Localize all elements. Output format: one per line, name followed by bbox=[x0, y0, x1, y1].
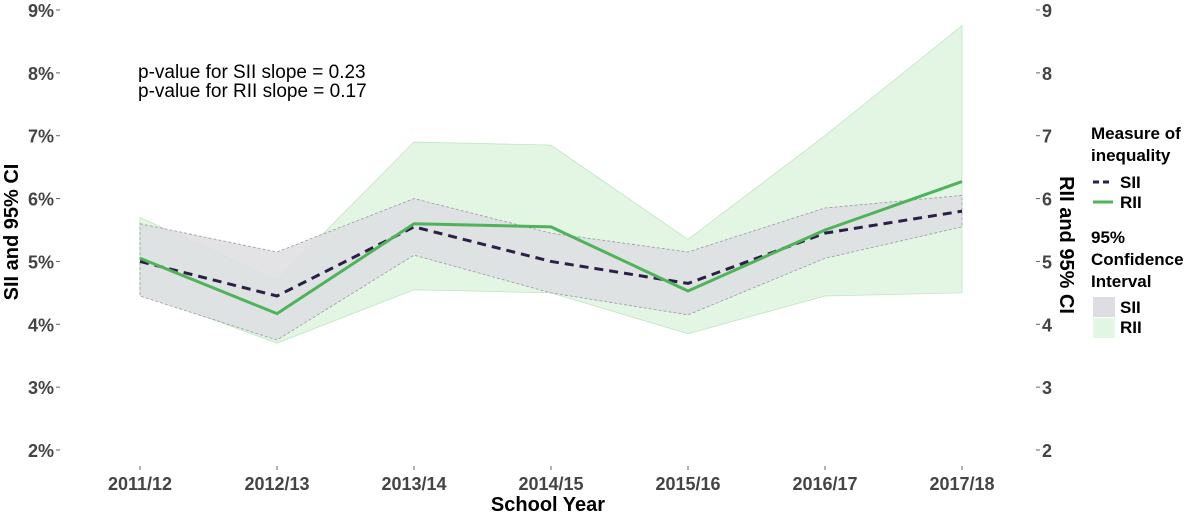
legend-sii-ci-label: SII bbox=[1120, 298, 1141, 317]
ci-band-sii bbox=[139, 194, 963, 341]
right-tick-label: 6 bbox=[1042, 190, 1052, 210]
left-tick-label: 3% bbox=[28, 378, 54, 398]
left-tick-label: 6% bbox=[28, 190, 54, 210]
left-tick-label: 8% bbox=[28, 64, 54, 84]
left-tick-label: 5% bbox=[28, 252, 54, 272]
legend: Measure of inequality SII RII 95% Confid… bbox=[1091, 124, 1184, 338]
legend-line-title-line2: inequality bbox=[1091, 146, 1171, 165]
legend-ci-title-line3: Interval bbox=[1091, 272, 1151, 291]
legend-sii-line-label: SII bbox=[1120, 173, 1141, 192]
legend-rii-ci-label: RII bbox=[1120, 318, 1142, 337]
series-line-rii bbox=[139, 180, 963, 316]
left-tick-label: 7% bbox=[28, 127, 54, 147]
right-tick-label: 8 bbox=[1042, 64, 1052, 84]
x-axis-title: School Year bbox=[491, 494, 605, 514]
left-tick-label: 9% bbox=[28, 1, 54, 21]
confidence-bands bbox=[139, 24, 963, 344]
x-tick-label: 2012/13 bbox=[244, 474, 309, 494]
right-axis-title: RII and 95% CI bbox=[1055, 176, 1077, 314]
left-tick-label: 2% bbox=[28, 441, 54, 461]
left-axis: 2% 3% 4% 5% 6% 7% 8% 9% bbox=[28, 1, 60, 461]
legend-sii-ci-swatch bbox=[1093, 297, 1115, 317]
right-tick-label: 5 bbox=[1042, 252, 1052, 272]
right-tick-label: 9 bbox=[1042, 1, 1052, 21]
series-line-sii bbox=[139, 209, 963, 298]
x-tick-label: 2016/17 bbox=[792, 474, 857, 494]
legend-ci-title-line1: 95% bbox=[1091, 228, 1125, 247]
series-lines bbox=[139, 180, 963, 316]
x-tick-label: 2017/18 bbox=[929, 474, 994, 494]
legend-line-title-line1: Measure of bbox=[1091, 124, 1181, 143]
legend-rii-line-label: RII bbox=[1120, 193, 1142, 212]
right-tick-label: 2 bbox=[1042, 441, 1052, 461]
legend-ci-title-line2: Confidence bbox=[1091, 250, 1184, 269]
right-tick-label: 3 bbox=[1042, 378, 1052, 398]
left-axis-title: SII and 95% CI bbox=[1, 164, 23, 301]
x-tick-label: 2015/16 bbox=[655, 474, 720, 494]
sii-pvalue-annotation: p-value for SII slope = 0.23 bbox=[138, 62, 366, 83]
legend-rii-ci-swatch bbox=[1093, 318, 1115, 338]
x-tick-label: 2014/15 bbox=[518, 474, 583, 494]
right-axis: 2 3 4 5 6 7 8 9 bbox=[1036, 1, 1052, 461]
left-tick-label: 4% bbox=[28, 315, 54, 335]
right-tick-label: 7 bbox=[1042, 127, 1052, 147]
x-tick-label: 2011/12 bbox=[108, 474, 172, 494]
right-tick-label: 4 bbox=[1042, 315, 1052, 335]
x-tick-label: 2013/14 bbox=[381, 474, 446, 494]
x-axis: 2011/12 2012/13 2013/14 2014/15 2015/16 2016/… bbox=[108, 466, 995, 494]
rii-pvalue-annotation: p-value for RII slope = 0.17 bbox=[138, 81, 367, 102]
